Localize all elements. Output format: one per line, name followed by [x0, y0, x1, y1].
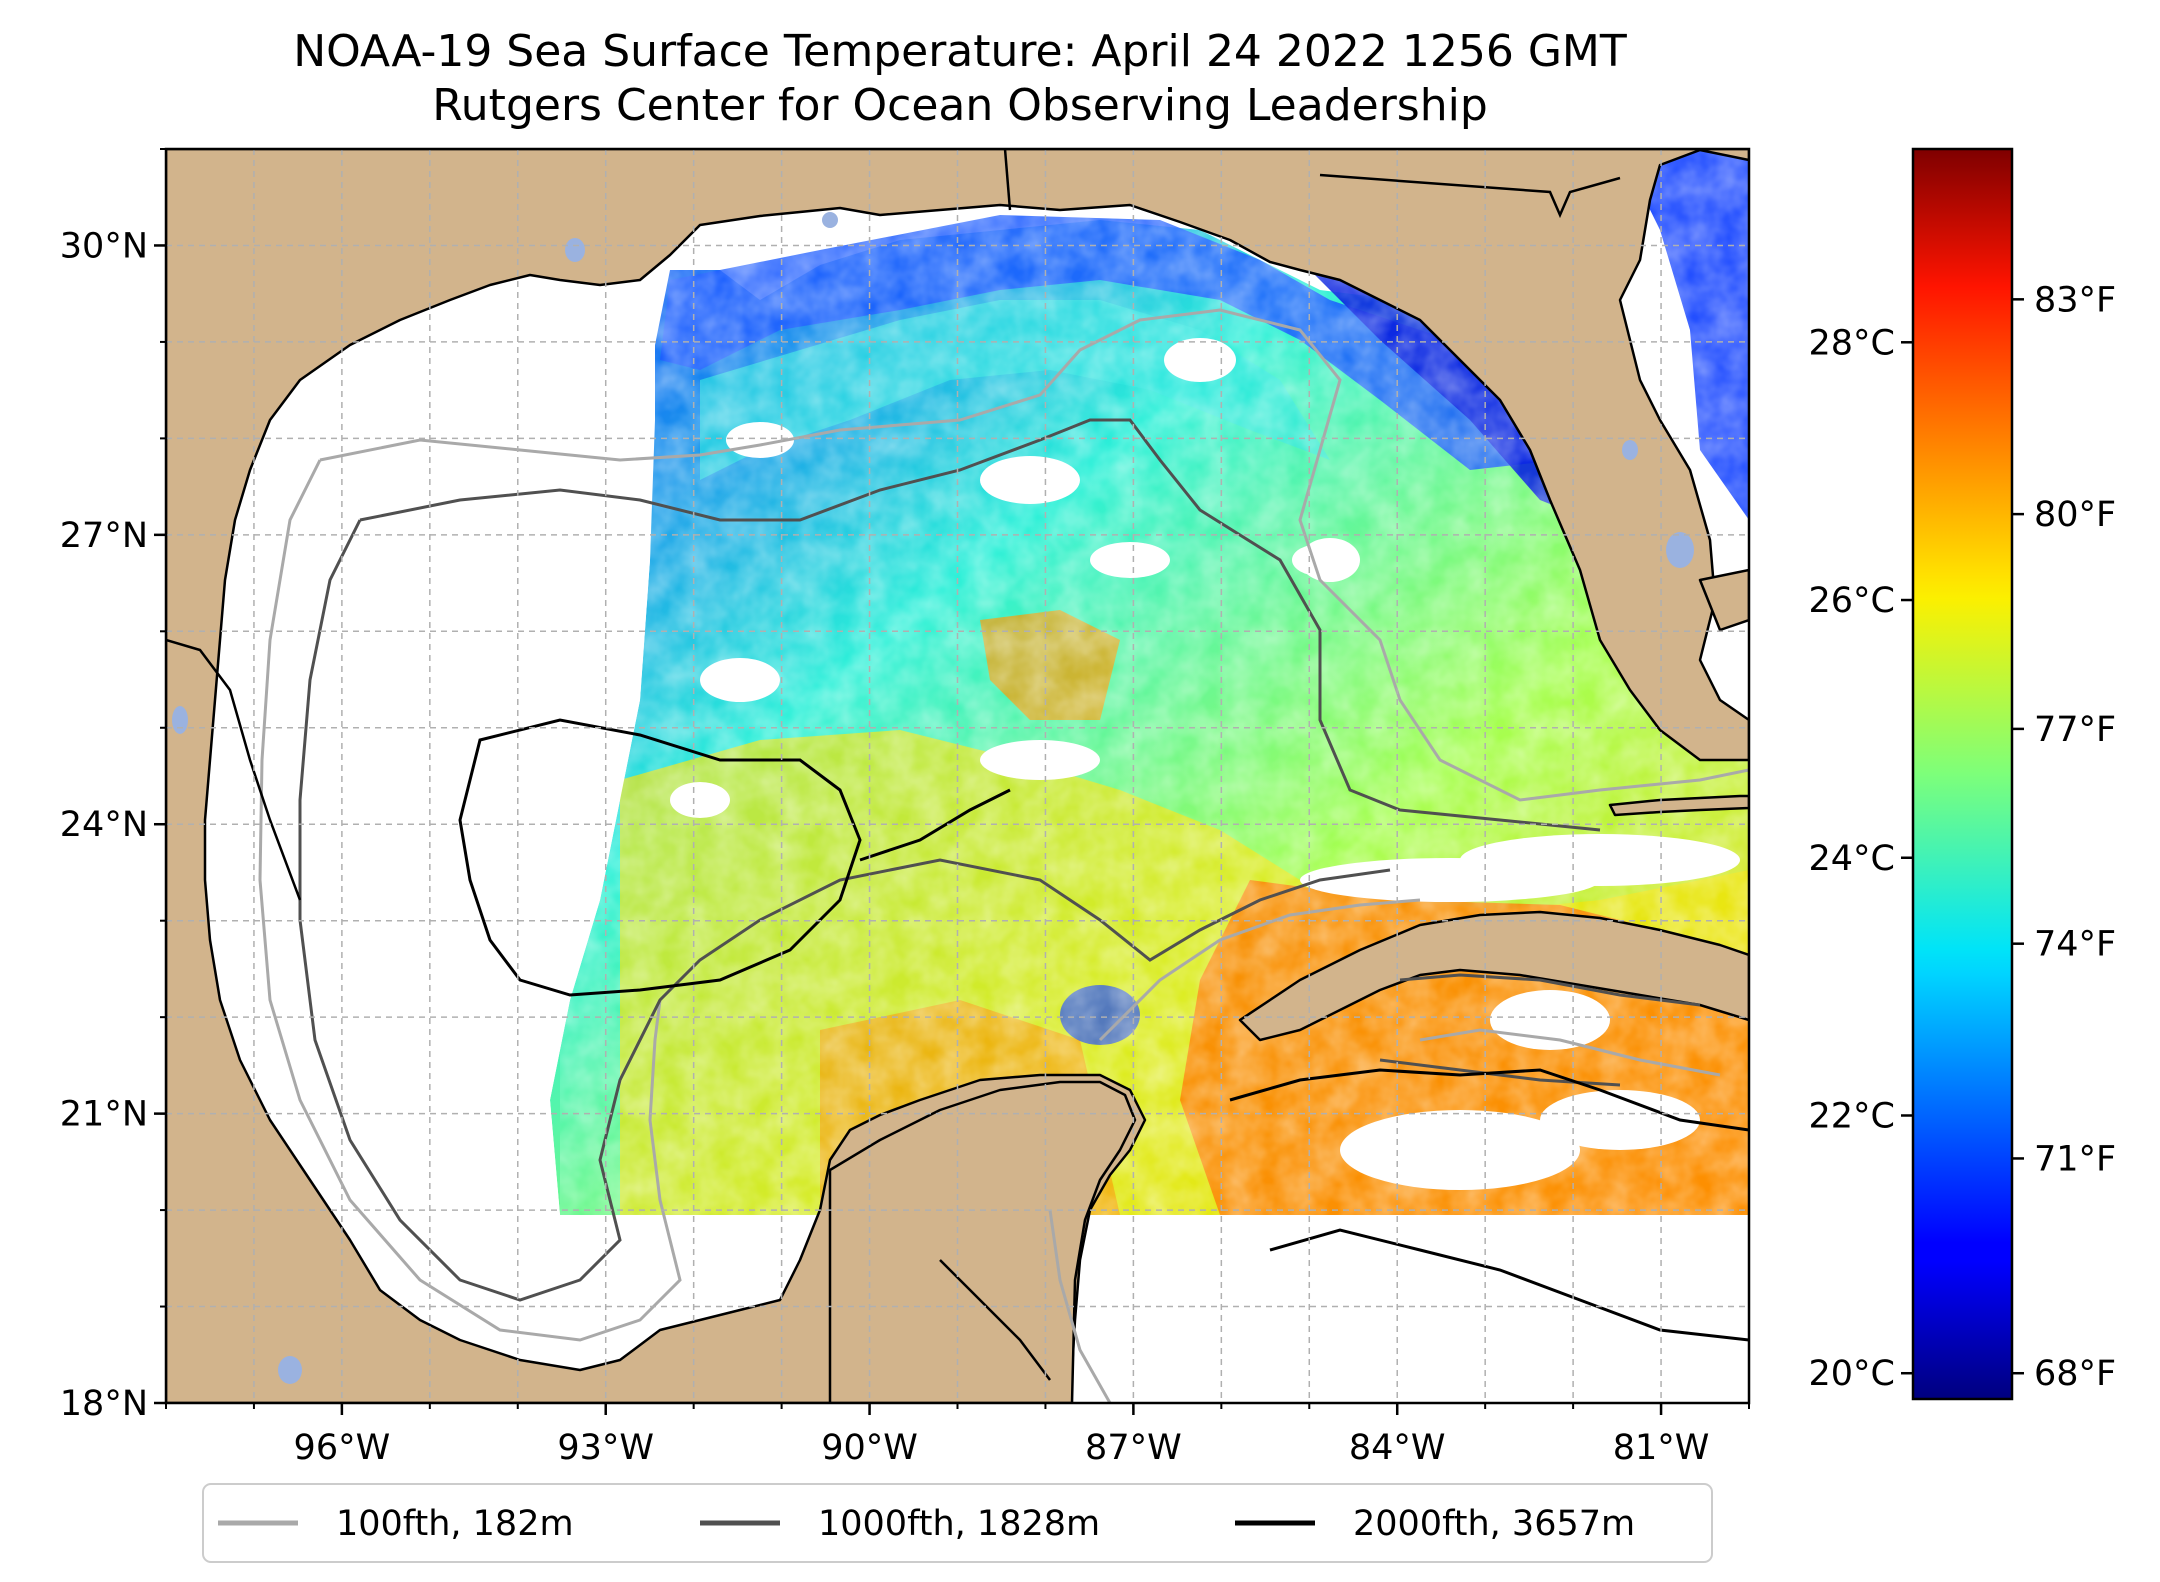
lon-tick-label: 87°W	[1085, 1428, 1182, 1468]
colorbar: 20°C 22°C 24°C 26°C 28°C 68°F 71°F 74°F 77°F 80°…	[1809, 147, 2116, 1401]
sst-swath	[166, 149, 1749, 1403]
colorbar-celsius-label: 20°C	[1809, 1354, 1895, 1394]
lat-tick-label: 27°N	[60, 516, 148, 556]
contour-100fth	[258, 308, 1749, 1403]
colorbar-celsius-label: 22°C	[1809, 1096, 1895, 1136]
colorbar-celsius-label: 24°C	[1809, 839, 1895, 879]
gridlines	[166, 149, 1749, 1403]
political-borders	[166, 149, 1621, 1381]
lat-tick-label: 30°N	[60, 226, 148, 266]
bathymetry-contours	[258, 308, 1749, 1403]
lon-tick-label: 90°W	[821, 1428, 918, 1468]
map-panel	[166, 149, 1749, 1403]
legend-label: 2000fth, 3657m	[1353, 1504, 1635, 1544]
lat-tick-label: 21°N	[60, 1095, 148, 1135]
colorbar-fahrenheit-label: 71°F	[2034, 1139, 2116, 1179]
colorbar-fahrenheit-label: 80°F	[2034, 495, 2116, 535]
legend: 100fth, 182m 1000fth, 1828m 2000fth, 3657m	[202, 1483, 1713, 1563]
longitude-axis: 96°W 93°W 90°W 87°W 84°W 81°W	[165, 1403, 1750, 1468]
colorbar-fahrenheit-label: 83°F	[2034, 280, 2116, 320]
latitude-axis: 18°N 21°N 24°N 27°N 30°N	[60, 148, 166, 1424]
legend-label: 100fth, 182m	[336, 1504, 574, 1544]
contour-1000fth	[298, 418, 1701, 1302]
lon-tick-label: 84°W	[1349, 1428, 1446, 1468]
lat-tick-label: 24°N	[60, 805, 148, 845]
legend-label: 1000fth, 1828m	[818, 1504, 1100, 1544]
lakes	[172, 212, 1694, 1384]
colorbar-celsius-label: 26°C	[1809, 581, 1895, 621]
colorbar-celsius-ticks: 20°C 22°C 24°C 26°C 28°C	[1809, 323, 1913, 1394]
lon-tick-label: 93°W	[557, 1428, 654, 1468]
contour-2000fth	[458, 718, 1749, 1342]
colorbar-fahrenheit-label: 77°F	[2034, 710, 2116, 750]
lon-tick-label: 81°W	[1613, 1428, 1710, 1468]
colorbar-fahrenheit-label: 74°F	[2034, 925, 2116, 965]
map-title: NOAA-19 Sea Surface Temperature: April 2…	[293, 26, 1627, 77]
colorbar-celsius-label: 28°C	[1809, 323, 1895, 363]
lon-tick-label: 96°W	[294, 1428, 391, 1468]
legend-box	[202, 1483, 1713, 1563]
map-subtitle: Rutgers Center for Ocean Observing Leade…	[432, 80, 1488, 131]
lat-tick-label: 18°N	[60, 1384, 148, 1424]
colorbar-fahrenheit-label: 68°F	[2034, 1354, 2116, 1394]
colorbar-fahrenheit-ticks: 68°F 71°F 74°F 77°F 80°F 83°F	[2012, 280, 2116, 1394]
colorbar-gradient	[1911, 147, 2014, 1401]
